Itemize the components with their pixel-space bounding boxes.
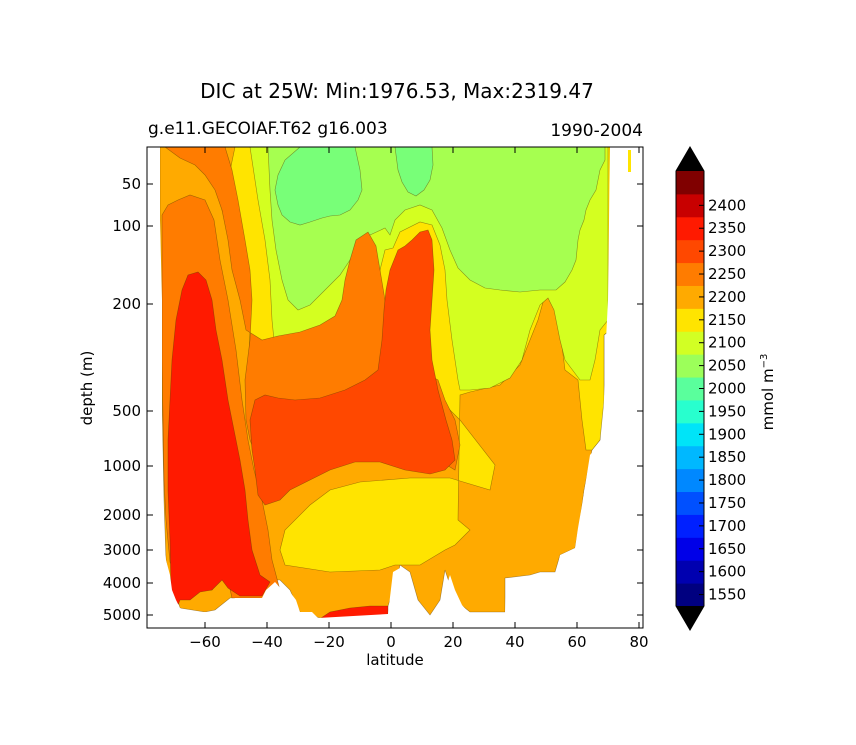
colorbar-tick-label: 2350 [708,219,746,237]
colorbar-tick-label: 2300 [708,242,746,260]
contour-band-2000b [394,147,434,197]
northern-sliver [628,150,631,172]
colorbar-swatch [676,583,704,607]
y-tick-label: 50 [122,175,141,193]
x-tick-label: 80 [629,633,648,651]
colorbar-tick-label: 2000 [708,380,746,398]
colorbar-tick-label: 1750 [708,494,746,512]
colorbar-over-arrow [676,147,704,171]
x-axis-label: latitude [366,651,424,669]
colorbar-swatch [676,445,704,470]
chart-title: DIC at 25W: Min:1976.53, Max:2319.47 [200,79,594,103]
colorbar-label-sup: −3 [759,354,770,369]
colorbar-tick-label: 1950 [708,402,746,420]
colorbar-tick-label: 2400 [708,196,746,214]
colorbar-swatch [676,491,704,515]
y-tick-label: 200 [112,295,141,313]
colorbar-tick-label: 2200 [708,288,746,306]
x-tick-label: 60 [567,633,586,651]
colorbar-swatch [676,171,704,195]
colorbar-swatch [676,537,704,561]
colorbar-label-main: mmol m [759,368,777,430]
chart-subtitle-right: 1990-2004 [550,121,643,141]
colorbar-tick-label: 1550 [708,586,746,604]
colorbar-tick-label: 1800 [708,471,746,489]
colorbar-swatch [676,285,704,309]
colorbar-swatch [676,514,704,538]
colorbar-tick-label: 2150 [708,311,746,329]
colorbar: 2400 2350 2300 2250 2200 2150 2100 2050 2000 1950… [675,146,746,631]
x-tick-label: 40 [505,633,524,651]
x-tick-label: −60 [189,633,221,651]
x-tick-label: 0 [386,633,396,651]
colorbar-swatch [676,308,704,332]
y-tick-label: 5000 [103,606,141,624]
y-tick-label: 100 [112,217,141,235]
contour-band-2000 [274,147,363,226]
colorbar-tick-label: 2250 [708,265,746,283]
colorbar-swatch [676,560,704,584]
colorbar-swatch [676,468,704,493]
y-tick-label: 500 [112,402,141,420]
y-tick-label: 4000 [103,574,141,592]
colorbar-swatch [676,377,704,401]
plot-area: −60 −40 −20 0 20 40 60 80 50 100 200 500 1000 2000 30… [103,146,649,651]
y-axis-label: depth (m) [78,351,96,426]
x-tick-label: −20 [313,633,345,651]
x-axis: −60 −40 −20 0 20 40 60 80 [189,147,649,651]
colorbar-swatch [676,399,704,424]
y-axis: 50 100 200 500 1000 2000 3000 4000 5000 [103,175,643,624]
colorbar-swatch [676,262,704,286]
colorbar-tick-label: 1900 [708,425,746,443]
colorbar-tick-label: 2050 [708,357,746,375]
colorbar-swatch [676,354,704,378]
x-tick-label: −40 [251,633,283,651]
colorbar-outline [675,146,705,631]
colorbar-tick-label: 1850 [708,448,746,466]
y-tick-label: 3000 [103,541,141,559]
contour-band-2300 [249,229,456,506]
colorbar-swatch [676,422,704,447]
colorbar-swatch [676,216,704,241]
colorbar-tick-label: 1650 [708,540,746,558]
colorbar-under-arrow [676,606,704,630]
x-tick-label: 20 [443,633,462,651]
contour-band-2350 [167,271,271,621]
y-tick-label: 1000 [103,457,141,475]
colorbar-tick-label: 1600 [708,563,746,581]
colorbar-tick-label: 2100 [708,334,746,352]
colorbar-swatch [676,331,704,355]
y-tick-label: 2000 [103,506,141,524]
seafloor-mask [147,147,643,628]
colorbar-swatch [676,193,704,218]
colorbar-tick-label: 1700 [708,517,746,535]
colorbar-label: mmol m−3 [759,354,777,431]
chart-subtitle-left: g.e11.GECOIAF.T62 g16.003 [148,119,388,139]
colorbar-swatch [676,239,704,264]
plot-frame [146,146,644,629]
